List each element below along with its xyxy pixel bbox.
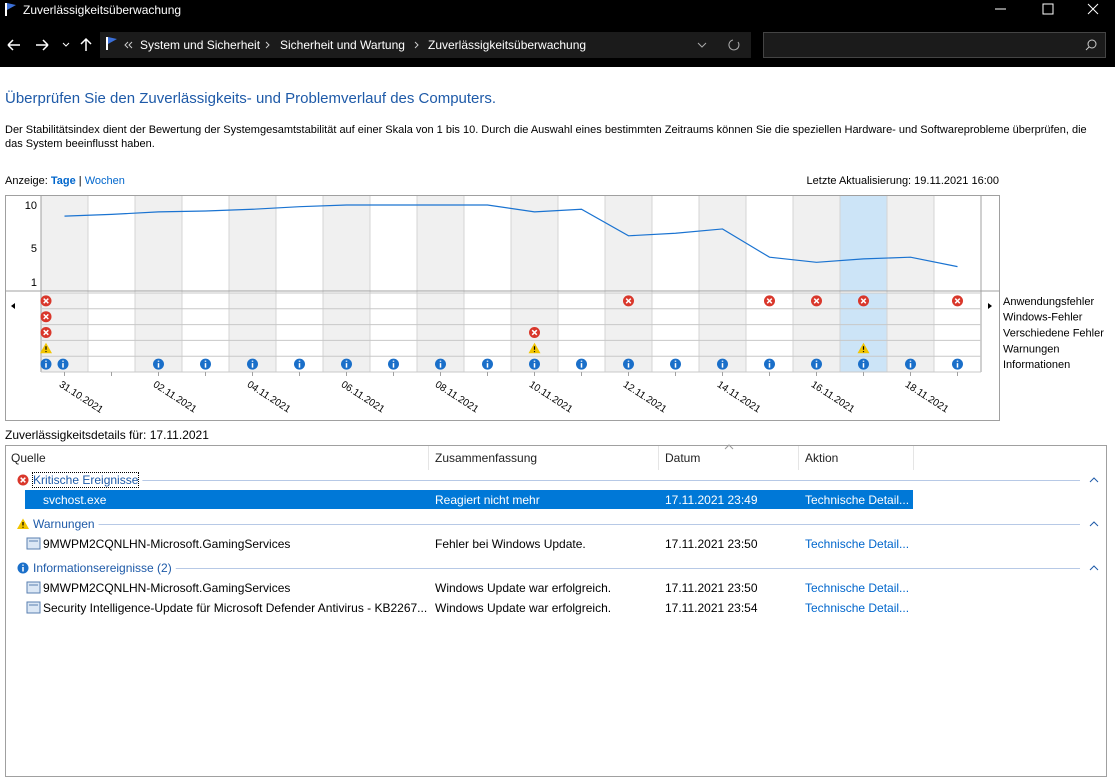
search-icon [1085,39,1097,51]
close-button[interactable] [1087,3,1099,15]
cell: 17.11.2021 23:54 [665,601,758,615]
back-button[interactable] [7,39,20,51]
forward-button[interactable] [36,39,49,51]
column-header[interactable]: Zusammenfassung [435,451,538,465]
search-box[interactable] [763,32,1106,58]
cell: svchost.exe [43,493,107,507]
breadcrumb[interactable]: Zuverlässigkeitsüberwachung [428,38,587,52]
view-label: Anzeige: [5,175,48,187]
address-flag [106,37,117,50]
up-button[interactable] [80,37,92,51]
column-separator [913,446,914,470]
view-switch: Anzeige: Tage | Wochen [5,174,125,188]
dropdown-button[interactable] [697,42,707,48]
cell: 17.11.2021 23:50 [665,581,758,595]
group-title[interactable]: Informationsereignisse (2) [33,561,172,575]
details-link[interactable]: Technische Detail... [805,537,910,551]
column-separator [658,446,659,470]
cell: Security Intelligence-Update für Microso… [43,601,428,615]
recent-button[interactable] [62,42,70,47]
view-separator: | [78,175,82,187]
column-separator [428,446,429,470]
cell: 9MWPM2CQNLHN-Microsoft.GamingServices [43,581,291,595]
address-box [100,32,751,58]
refresh-button[interactable] [728,39,740,51]
column-header[interactable]: Datum [665,451,701,465]
cell: 9MWPM2CQNLHN-Microsoft.GamingServices [43,537,291,551]
group-title[interactable]: Warnungen [33,517,95,531]
details-link[interactable]: Technische Detail... [805,493,910,507]
cell: 17.11.2021 23:50 [665,537,758,551]
description: Der Stabilitätsindex dient der Bewertung… [5,124,1087,150]
overflow-chevron [124,41,133,49]
group-title[interactable]: Kritische Ereignisse [31,472,140,488]
details-link[interactable]: Technische Detail... [805,581,910,595]
app-flag [5,3,16,16]
view-days[interactable]: Tage [50,175,76,187]
column-header[interactable]: Aktion [805,451,839,465]
column-header[interactable]: Quelle [11,451,46,465]
breadcrumb[interactable]: System und Sicherheit [140,38,261,52]
breadcrumb[interactable]: Sicherheit und Wartung [280,38,405,52]
last-update: Letzte Aktualisierung: 19.11.2021 16:00 [806,175,999,187]
details-title: Zuverlässigkeitsdetails für: 17.11.2021 [5,428,209,442]
cell: Windows Update war erfolgreich. [435,601,612,615]
title-bar [0,0,1115,22]
cell: Fehler bei Windows Update. [435,537,586,551]
view-weeks[interactable]: Wochen [84,175,125,187]
cell: Windows Update war erfolgreich. [435,581,612,595]
heading: Überprüfen Sie den Zuverlässigkeits- und… [5,90,497,107]
crumb-separator [265,41,419,49]
window-title: Zuverlässigkeitsüberwachung [23,3,182,17]
column-separator [798,446,799,470]
selected-row[interactable] [25,490,913,509]
details-link[interactable]: Technische Detail... [805,601,910,615]
cell: Reagiert nicht mehr [435,493,540,507]
maximize-button[interactable] [1042,3,1054,15]
cell: 17.11.2021 23:49 [665,493,758,507]
